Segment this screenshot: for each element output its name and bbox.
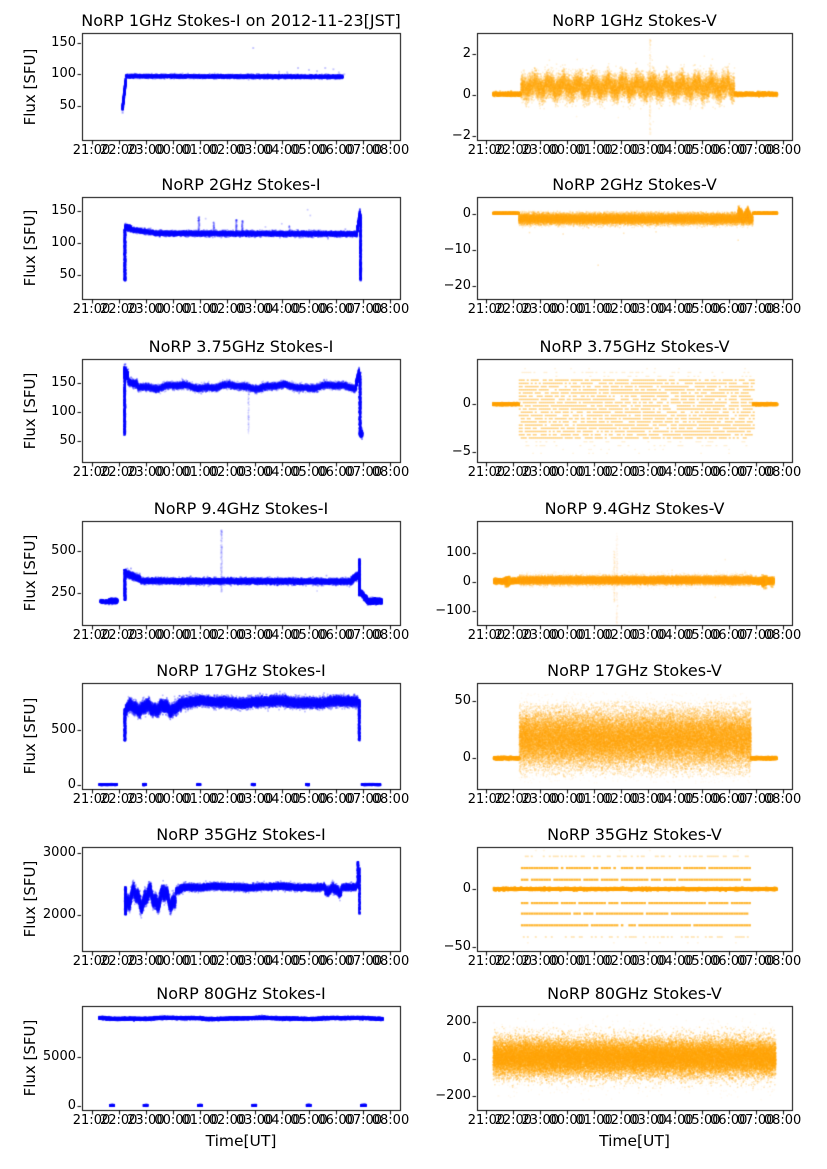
plots-canvas — [0, 0, 827, 1169]
norp-figure: NoRP 1GHz Stokes-I on 2012-11-23[JST] 50 1… — [0, 0, 827, 1169]
